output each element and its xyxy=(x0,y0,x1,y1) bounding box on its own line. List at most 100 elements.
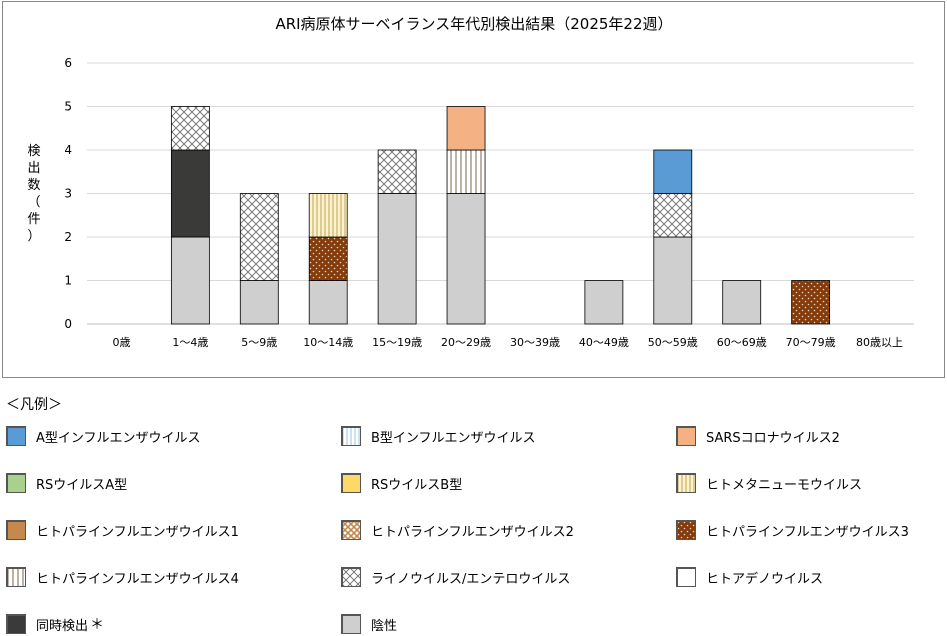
bar-segment-rhino xyxy=(653,193,693,238)
legend-label: B型インフルエンザウイルス xyxy=(371,430,536,446)
legend-label: ヒトパラインフルエンザウイルス2 xyxy=(371,524,574,540)
bar-segment-hpiv3 xyxy=(308,236,348,281)
legend-label: RSウイルスB型 xyxy=(371,477,463,493)
chart-title: ARI病原体サーベイランス年代別検出結果（2025年22週） xyxy=(275,15,672,33)
legend-label: 陰性 xyxy=(371,618,398,634)
bar-segment-rhino xyxy=(239,193,279,281)
x-tick-label: 5～9歳 xyxy=(241,336,277,349)
legend-swatch xyxy=(341,567,361,587)
legend-swatch-fill xyxy=(677,474,695,492)
bar-segment-rhino xyxy=(377,149,417,194)
legend-swatch xyxy=(6,473,26,493)
bar-segment-negative xyxy=(170,236,210,325)
legend-item-hpiv1: ヒトパラインフルエンザウイルス1 xyxy=(6,519,239,541)
chart-canvas: ARI病原体サーベイランス年代別検出結果（2025年22週） 検出数 （ 件 ） 0 1… xyxy=(27,15,914,349)
legend-swatch-fill xyxy=(677,427,695,445)
bar-segment-sars xyxy=(446,106,486,151)
y-tick-label: 5 xyxy=(64,100,72,114)
legend-item-sars: SARSコロナウイルス2 xyxy=(676,425,840,447)
legend-swatch-fill xyxy=(342,427,360,445)
legend-item-rhino: ライノウイルス/エンテロウイルス xyxy=(341,566,570,588)
y-axis-label: 検出数 （ 件 ） xyxy=(27,144,40,244)
legend-swatch-fill xyxy=(342,615,360,633)
legend-label: ヒトアデノウイルス xyxy=(706,571,824,587)
legend-swatch xyxy=(341,614,361,634)
legend-swatch xyxy=(6,520,26,540)
x-tick-label: 60～69歳 xyxy=(717,336,767,349)
y-tick-labels: 0 1 2 3 4 5 6 xyxy=(64,56,72,331)
legend-heading: ＜凡例＞ xyxy=(6,397,62,413)
y-axis-label-char: 数 xyxy=(27,178,40,193)
y-tick-label: 3 xyxy=(64,187,72,201)
bar-segment-negative xyxy=(446,193,486,325)
chart-frame xyxy=(2,1,945,378)
x-tick-label: 20～29歳 xyxy=(441,336,491,349)
legend-label: ヒトパラインフルエンザウイルス1 xyxy=(36,524,239,540)
x-tick-label: 1～4歳 xyxy=(172,336,208,349)
gridlines xyxy=(87,62,914,325)
legend-swatch xyxy=(6,426,26,446)
bar-segment-negative xyxy=(308,280,348,325)
x-tick-label: 30～39歳 xyxy=(510,336,560,349)
x-tick-label: 80歳以上 xyxy=(856,336,903,349)
bar-segment-negative xyxy=(377,193,417,325)
bar-segment-rhino xyxy=(170,106,210,151)
y-tick-label: 2 xyxy=(64,230,72,244)
legend-item-rsvB: RSウイルスB型 xyxy=(341,472,462,494)
legend-item-hpiv2: ヒトパラインフルエンザウイルス2 xyxy=(341,519,574,541)
x-tick-label: 0歳 xyxy=(112,336,130,349)
legend-label: RSウイルスA型 xyxy=(36,477,128,493)
y-tick-label: 0 xyxy=(64,317,72,331)
x-tick-label: 70～79歳 xyxy=(786,336,836,349)
legend-label: ヒトパラインフルエンザウイルス3 xyxy=(706,524,909,540)
legend-item-hpiv4: ヒトパラインフルエンザウイルス4 xyxy=(6,566,239,588)
bar-segment-negative xyxy=(584,280,624,325)
legend-item-adeno: ヒトアデノウイルス xyxy=(676,566,823,588)
y-axis-label-char: 件 xyxy=(27,212,40,227)
x-tick-label: 40～49歳 xyxy=(579,336,629,349)
x-tick-label: 15～19歳 xyxy=(372,336,422,349)
legend-swatch-fill xyxy=(342,568,360,586)
bar-segment-negative xyxy=(239,280,279,325)
legend-swatch xyxy=(676,567,696,587)
legend-swatch xyxy=(341,426,361,446)
y-axis-label-char: （ xyxy=(27,195,40,210)
y-tick-label: 4 xyxy=(64,143,72,157)
legend-item-hpiv3: ヒトパラインフルエンザウイルス3 xyxy=(676,519,909,541)
bar-segment-hpiv4 xyxy=(446,149,486,194)
x-tick-label: 50～59歳 xyxy=(648,336,698,349)
legend-swatch xyxy=(6,567,26,587)
legend-swatch xyxy=(676,426,696,446)
legend-label: 同時検出 xyxy=(36,618,89,634)
legend-item-negative: 陰性 xyxy=(341,613,397,635)
legend-swatch-fill xyxy=(7,615,25,633)
y-axis-label-char: 出 xyxy=(27,161,40,176)
legend-swatch-fill xyxy=(7,568,25,586)
legend-swatch xyxy=(6,614,26,634)
legend-swatch-fill xyxy=(677,568,695,586)
x-tick-label: 10～14歳 xyxy=(303,336,353,349)
legend-label: ヒトメタニューモウイルス xyxy=(706,477,863,493)
legend-item-codetect: 同時検出＊ xyxy=(6,613,104,635)
legend-item-rsvA: RSウイルスA型 xyxy=(6,472,127,494)
y-tick-label: 6 xyxy=(64,56,72,70)
bar-segment-negative xyxy=(722,280,762,325)
bars xyxy=(170,106,831,325)
y-axis-label-char: 検 xyxy=(27,144,40,159)
legend-label: SARSコロナウイルス2 xyxy=(706,430,840,446)
legend-swatch-fill xyxy=(7,427,25,445)
legend-swatch-fill xyxy=(7,474,25,492)
legend-swatch xyxy=(341,473,361,493)
legend-swatch xyxy=(676,520,696,540)
footnote-mark: ＊ xyxy=(90,617,105,633)
y-axis-label-char: ） xyxy=(27,229,40,244)
legend-swatch-fill xyxy=(7,521,25,539)
bar-segment-fluA xyxy=(653,149,693,194)
legend-label: A型インフルエンザウイルス xyxy=(36,430,201,446)
y-tick-label: 1 xyxy=(64,274,72,288)
legend-swatch-fill xyxy=(342,474,360,492)
legend-item-hmpv: ヒトメタニューモウイルス xyxy=(676,472,862,494)
legend-label: ライノウイルス/エンテロウイルス xyxy=(371,571,571,587)
legend-swatch-fill xyxy=(342,521,360,539)
legend-label: ヒトパラインフルエンザウイルス4 xyxy=(36,571,239,587)
